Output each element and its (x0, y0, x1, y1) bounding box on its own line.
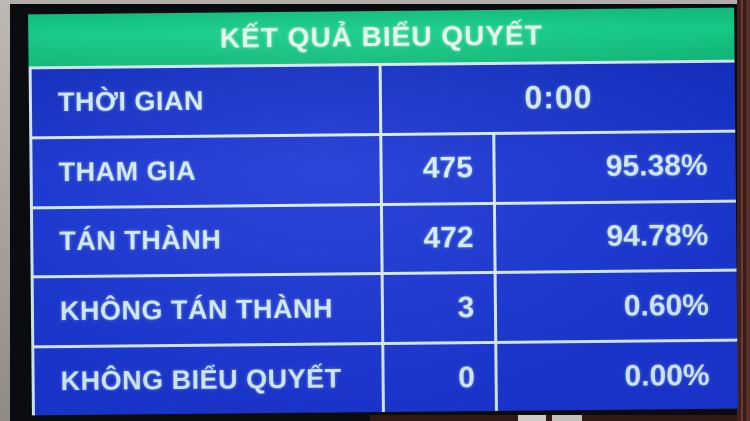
voting-results-screen: KẾT QUẢ BIỂU QUYẾT THỜI GIAN 0:00 THAM G… (28, 7, 738, 416)
row-label: KHÔNG BIỂU QUYẾT (34, 345, 386, 416)
time-value: 0:00 (524, 78, 593, 116)
desk-object (518, 415, 546, 421)
row-label: TÁN THÀNH (32, 205, 384, 276)
results-table: THỜI GIAN 0:00 THAM GIA 475 95.38% TÁN T… (28, 62, 738, 416)
results-header: KẾT QUẢ BIỂU QUYẾT (28, 7, 735, 70)
vote-count: 3 (383, 274, 498, 343)
vote-count: 475 (382, 134, 497, 203)
page-title: KẾT QUẢ BIỂU QUYẾT (219, 19, 543, 54)
vote-count: 0 (384, 344, 499, 412)
row-label: THAM GIA (32, 135, 384, 206)
vote-percent: 94.78% (606, 218, 709, 253)
table-row-abstain: KHÔNG BIỂU QUYẾT 0 0.00% (34, 338, 738, 416)
row-label: THỜI GIAN (31, 66, 383, 137)
desk-below-screen (370, 415, 737, 421)
table-row-participated: THAM GIA 475 95.38% (32, 129, 736, 206)
desk-object (552, 415, 582, 421)
wall-right-edge (737, 0, 750, 421)
vote-count: 472 (383, 204, 497, 273)
table-row-approve: TÁN THÀNH 472 94.78% (32, 199, 737, 276)
vote-percent: 0.60% (623, 288, 710, 323)
vote-percent: 0.00% (624, 358, 710, 393)
table-row-disapprove: KHÔNG TÁN THÀNH 3 0.60% (33, 268, 738, 346)
vote-percent: 95.38% (605, 149, 708, 184)
table-row-time: THỜI GIAN 0:00 (31, 63, 736, 137)
row-label: KHÔNG TÁN THÀNH (33, 275, 385, 346)
wall-left-edge (0, 0, 10, 421)
